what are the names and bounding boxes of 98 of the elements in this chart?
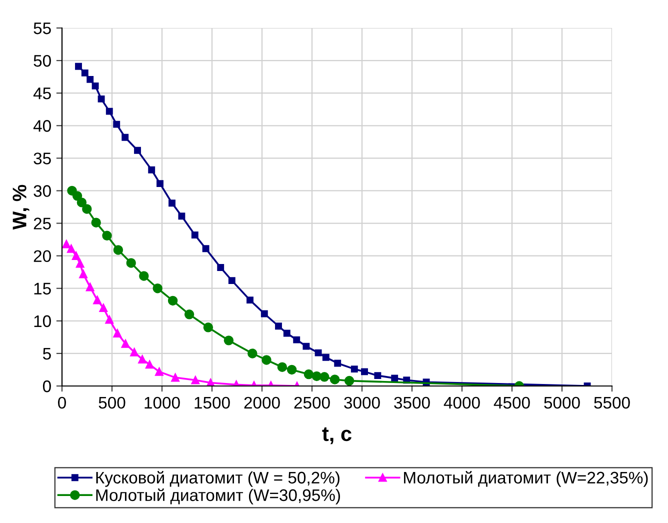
point	[98, 95, 105, 102]
point	[374, 372, 382, 380]
point	[86, 76, 94, 83]
point	[72, 191, 82, 201]
point	[113, 245, 124, 255]
legend-label: Молотый диатомит (W=30,95%)	[96, 488, 340, 504]
legend-label: Молотый диатомит (W=22,35%)	[404, 471, 648, 487]
point	[314, 349, 322, 356]
point	[277, 362, 288, 372]
point	[361, 368, 368, 376]
point	[122, 134, 129, 141]
point	[320, 372, 330, 382]
point	[262, 355, 272, 365]
y-tick-label: 15	[34, 282, 51, 295]
point	[217, 264, 224, 272]
point	[224, 336, 234, 346]
point	[178, 212, 186, 220]
point	[79, 270, 88, 278]
y-tick-label: 35	[34, 152, 51, 164]
y-tick-label: 45	[33, 88, 51, 100]
point	[312, 371, 322, 382]
y-tick-label: 55	[34, 22, 51, 34]
y-tick-label: 0	[42, 380, 51, 392]
point	[155, 368, 164, 376]
point	[92, 82, 99, 90]
y-tick-label: 20	[34, 250, 51, 262]
point	[334, 360, 342, 367]
point	[168, 296, 178, 306]
point	[228, 277, 236, 284]
point	[322, 354, 330, 361]
point	[139, 271, 149, 281]
point	[126, 258, 136, 268]
point	[138, 355, 146, 364]
point	[134, 146, 141, 154]
point	[72, 252, 80, 260]
point	[99, 304, 108, 312]
point	[75, 62, 82, 70]
point	[145, 360, 154, 369]
x-tick-label: 5000	[544, 396, 580, 409]
legend-label: Кусковой диатомит (W = 50,2%)	[96, 471, 340, 487]
point	[106, 108, 113, 115]
point	[81, 69, 88, 76]
point	[156, 180, 164, 188]
y-tick-label: 50	[34, 54, 51, 67]
point	[130, 348, 138, 356]
point	[168, 200, 176, 207]
point	[67, 244, 76, 253]
x-tick-label: 2500	[294, 396, 330, 409]
point	[113, 120, 120, 128]
point	[184, 310, 194, 320]
point	[350, 366, 358, 373]
point	[86, 282, 94, 292]
x-tick-label: 1500	[194, 396, 230, 409]
point	[93, 296, 102, 304]
point	[62, 240, 71, 248]
x-axis-title: t, c	[322, 427, 352, 444]
point	[246, 296, 254, 304]
x-tick-label: 5500	[594, 396, 630, 409]
point	[102, 230, 112, 240]
y-axis-title: W, %	[12, 184, 30, 230]
point	[76, 259, 84, 268]
y-tick-label: 25	[34, 218, 51, 230]
point	[113, 329, 122, 338]
point	[391, 374, 398, 382]
point	[286, 364, 297, 375]
point	[105, 315, 114, 324]
x-tick-label: 2000	[244, 396, 280, 409]
x-tick-label: 500	[98, 396, 126, 409]
point	[152, 284, 162, 294]
x-tick-label: 1000	[144, 396, 180, 409]
point	[171, 373, 180, 382]
y-tick-label: 10	[34, 315, 51, 328]
point	[293, 336, 300, 344]
point	[248, 348, 258, 358]
point	[121, 340, 130, 348]
point	[191, 376, 200, 384]
point	[304, 369, 314, 380]
x-tick-label: 4000	[444, 396, 480, 409]
point	[91, 218, 101, 228]
point	[191, 232, 198, 238]
point	[148, 166, 156, 174]
point	[344, 376, 354, 386]
point	[76, 198, 87, 208]
point	[275, 322, 282, 330]
x-tick-label: 3500	[394, 396, 430, 409]
point	[302, 342, 310, 350]
y-tick-label: 5	[42, 348, 51, 360]
point	[202, 245, 210, 252]
point	[203, 322, 214, 332]
x-tick-label: 4500	[494, 396, 530, 409]
point	[283, 330, 290, 337]
x-tick-label: 0	[58, 396, 66, 409]
point	[260, 310, 268, 318]
point	[82, 204, 92, 214]
point	[330, 374, 340, 384]
y-tick-label: 30	[34, 185, 51, 197]
x-tick-label: 3000	[344, 396, 380, 409]
y-tick-label: 40	[33, 120, 51, 132]
